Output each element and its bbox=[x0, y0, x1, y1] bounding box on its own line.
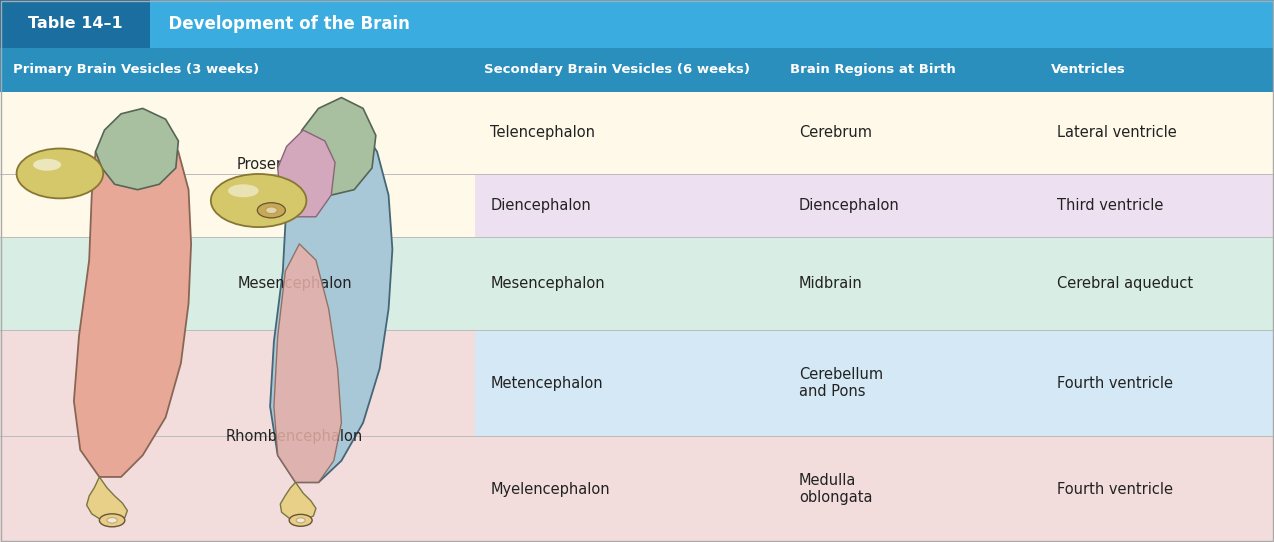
Text: Diencephalon: Diencephalon bbox=[490, 198, 591, 213]
Text: Brain Regions at Birth: Brain Regions at Birth bbox=[790, 63, 956, 76]
Text: Midbrain: Midbrain bbox=[799, 276, 862, 291]
FancyBboxPatch shape bbox=[0, 237, 475, 330]
Text: Cerebral aqueduct: Cerebral aqueduct bbox=[1057, 276, 1194, 291]
Ellipse shape bbox=[99, 514, 125, 527]
Text: Fourth ventricle: Fourth ventricle bbox=[1057, 376, 1173, 391]
FancyBboxPatch shape bbox=[475, 436, 1274, 542]
Polygon shape bbox=[280, 482, 316, 520]
Text: Ventricles: Ventricles bbox=[1051, 63, 1126, 76]
Text: Cerebrum: Cerebrum bbox=[799, 126, 871, 140]
Ellipse shape bbox=[33, 159, 61, 171]
Polygon shape bbox=[87, 477, 127, 521]
Ellipse shape bbox=[289, 514, 312, 526]
Polygon shape bbox=[293, 98, 376, 195]
Polygon shape bbox=[270, 125, 392, 482]
Polygon shape bbox=[96, 108, 178, 190]
Text: Myelencephalon: Myelencephalon bbox=[490, 481, 610, 496]
Ellipse shape bbox=[211, 174, 307, 227]
FancyBboxPatch shape bbox=[150, 0, 1274, 48]
Text: Third ventricle: Third ventricle bbox=[1057, 198, 1163, 213]
Text: Development of the Brain: Development of the Brain bbox=[157, 15, 409, 33]
Polygon shape bbox=[278, 130, 335, 217]
Ellipse shape bbox=[296, 518, 306, 522]
Text: Cerebellum
and Pons: Cerebellum and Pons bbox=[799, 367, 883, 399]
Ellipse shape bbox=[107, 518, 117, 523]
Text: Lateral ventricle: Lateral ventricle bbox=[1057, 126, 1177, 140]
Polygon shape bbox=[274, 244, 341, 482]
Text: Metencephalon: Metencephalon bbox=[490, 376, 603, 391]
Text: Prosencephalon: Prosencephalon bbox=[237, 157, 353, 172]
Text: Rhombencephalon: Rhombencephalon bbox=[225, 429, 363, 443]
FancyBboxPatch shape bbox=[0, 92, 475, 237]
Text: Medulla
oblongata: Medulla oblongata bbox=[799, 473, 873, 505]
Ellipse shape bbox=[228, 184, 259, 197]
FancyBboxPatch shape bbox=[475, 92, 1274, 174]
FancyBboxPatch shape bbox=[475, 330, 1274, 436]
Text: Table 14–1: Table 14–1 bbox=[28, 16, 122, 31]
Text: Primary Brain Vesicles (3 weeks): Primary Brain Vesicles (3 weeks) bbox=[13, 63, 259, 76]
FancyBboxPatch shape bbox=[0, 330, 475, 542]
Text: Secondary Brain Vesicles (6 weeks): Secondary Brain Vesicles (6 weeks) bbox=[484, 63, 750, 76]
FancyBboxPatch shape bbox=[0, 0, 150, 48]
FancyBboxPatch shape bbox=[0, 48, 1274, 92]
FancyBboxPatch shape bbox=[475, 174, 1274, 237]
Ellipse shape bbox=[266, 207, 278, 214]
Ellipse shape bbox=[17, 149, 103, 198]
Polygon shape bbox=[74, 125, 191, 477]
Text: Mesencephalon: Mesencephalon bbox=[490, 276, 605, 291]
Text: Telencephalon: Telencephalon bbox=[490, 126, 595, 140]
FancyBboxPatch shape bbox=[475, 237, 1274, 330]
Text: Mesencephalon: Mesencephalon bbox=[237, 276, 352, 291]
Text: Fourth ventricle: Fourth ventricle bbox=[1057, 481, 1173, 496]
Ellipse shape bbox=[257, 203, 285, 218]
Text: Diencephalon: Diencephalon bbox=[799, 198, 899, 213]
